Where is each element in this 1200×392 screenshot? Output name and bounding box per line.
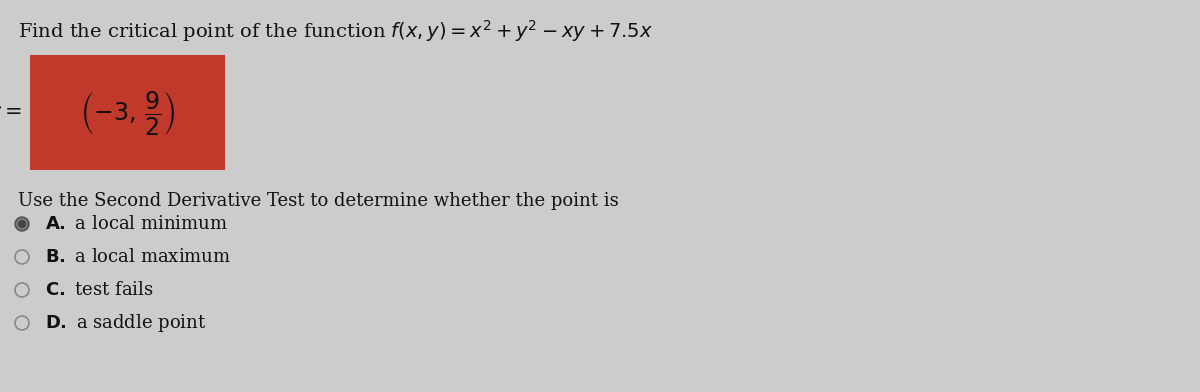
- Text: Find the critical point of the function $f(x, y) = x^2 + y^2 - xy + 7.5x$: Find the critical point of the function …: [18, 18, 653, 44]
- Text: $c = $: $c = $: [0, 103, 22, 122]
- Text: Use the Second Derivative Test to determine whether the point is: Use the Second Derivative Test to determ…: [18, 192, 619, 210]
- Text: $\mathbf{B.}$ a local maximum: $\mathbf{B.}$ a local maximum: [46, 248, 232, 266]
- Circle shape: [17, 219, 28, 229]
- Text: $\left(-3,\,\dfrac{9}{2}\right)$: $\left(-3,\,\dfrac{9}{2}\right)$: [80, 89, 175, 136]
- Text: $\mathbf{C.}$ test fails: $\mathbf{C.}$ test fails: [46, 281, 154, 299]
- Circle shape: [18, 221, 25, 227]
- Text: $\mathbf{A.}$ a local minimum: $\mathbf{A.}$ a local minimum: [46, 215, 228, 233]
- Bar: [30, 55, 226, 170]
- Circle shape: [14, 217, 29, 231]
- Text: $\mathbf{D.}$ a saddle point: $\mathbf{D.}$ a saddle point: [46, 312, 206, 334]
